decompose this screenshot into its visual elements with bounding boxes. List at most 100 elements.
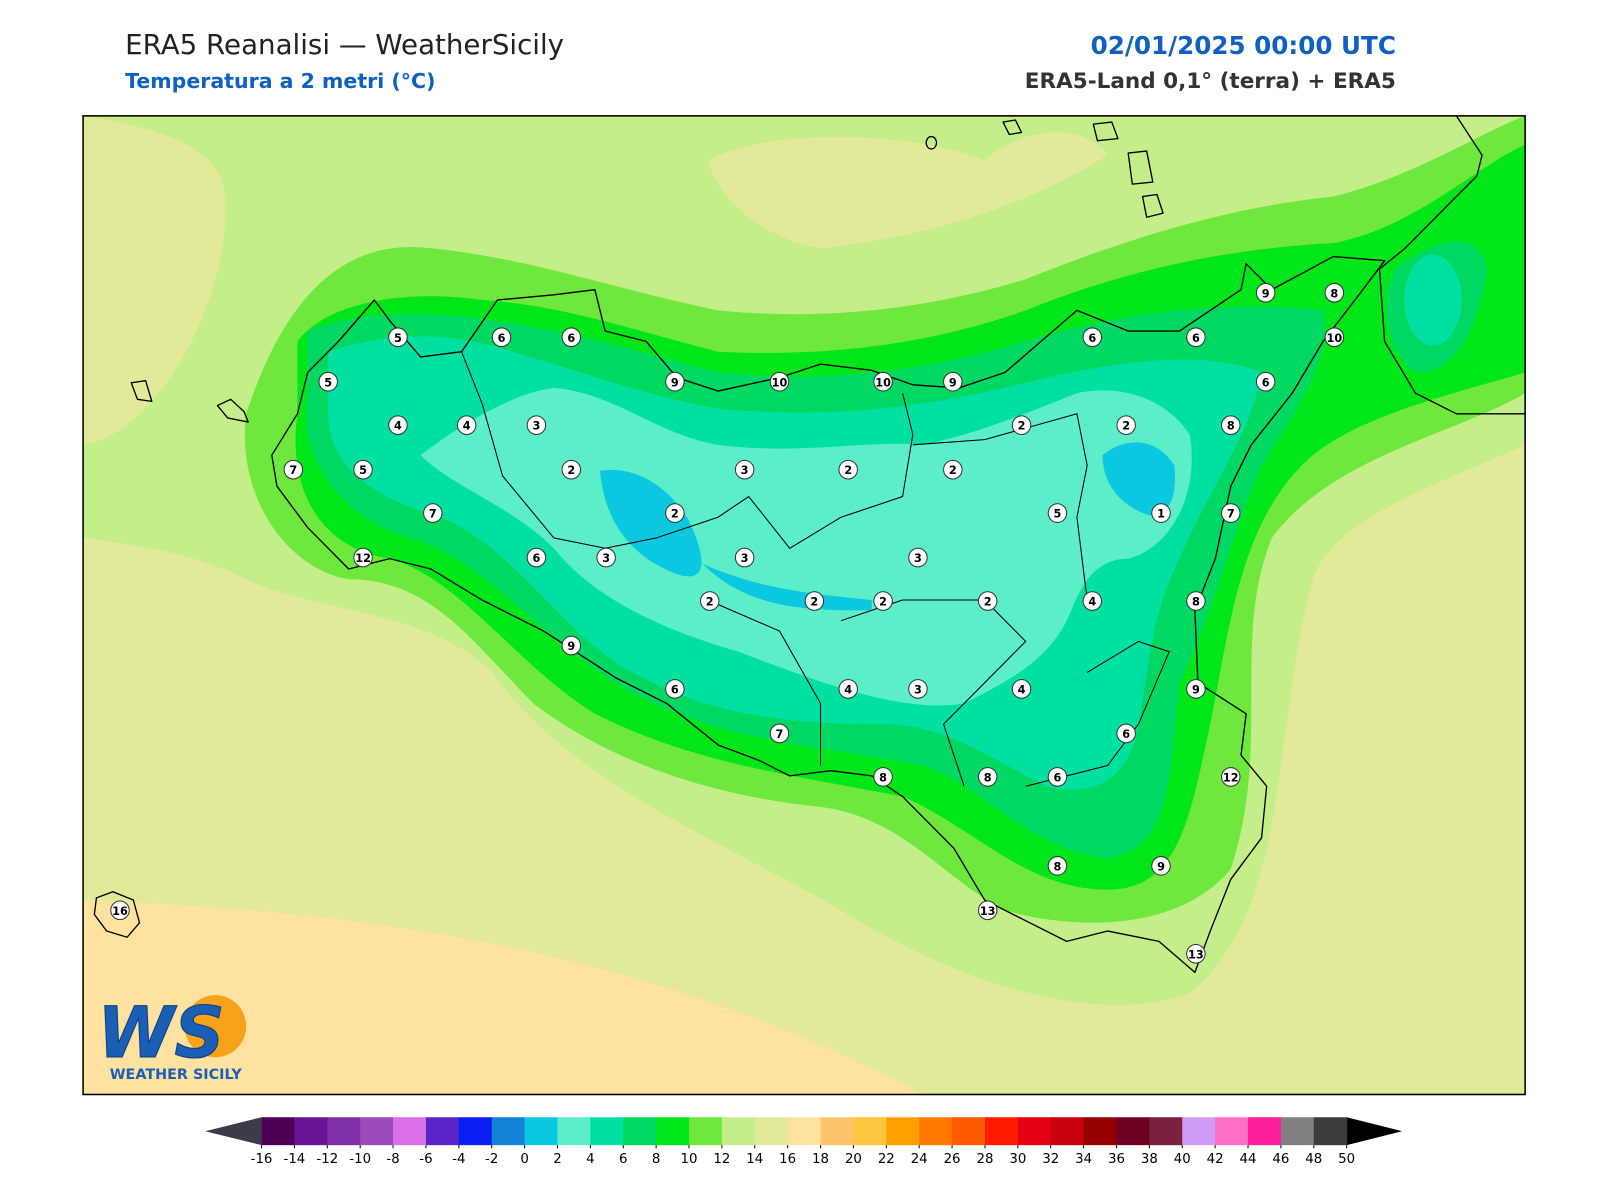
station-marker [1047,503,1068,523]
station-marker [1255,282,1276,303]
colorbar-tick-label: 28 [976,1152,993,1167]
station: 4 [1082,591,1103,611]
colorbar-tick-label: 18 [812,1152,829,1167]
station-value: 9 [1262,286,1270,300]
colorbar-bin [984,1117,1019,1146]
station-value: 1 [1157,507,1165,521]
colorbar-bin [491,1117,526,1146]
colorbar-bin [1083,1117,1118,1146]
station: 2 [804,591,825,611]
station-value: 10 [772,375,788,389]
field [707,132,1108,249]
station-value: 9 [671,375,679,389]
colorbar-tick-label: 40 [1174,1152,1191,1167]
station: 6 [1255,371,1276,392]
station-value: 9 [1157,859,1165,873]
station: 12 [353,547,373,568]
station-value: 5 [324,375,332,389]
station: 12 [1221,767,1241,787]
station-value: 8 [1330,286,1338,300]
station-marker [110,900,130,921]
colorbar-bin [1149,1117,1183,1146]
station-value: 12 [1223,770,1239,784]
colorbar-bin [1280,1117,1315,1146]
station-value: 2 [844,463,852,477]
station-marker [734,547,755,568]
station-value: 8 [1192,595,1200,609]
station: 5 [353,459,373,480]
station-marker [908,679,928,699]
station-marker [1116,723,1136,744]
station-marker [665,503,685,523]
colorbar-tick-label: 24 [911,1152,928,1167]
colorbar-bin [1116,1117,1150,1146]
station-value: 6 [1054,770,1062,784]
station-marker [1324,327,1345,348]
colorbar-bin [886,1117,920,1146]
colorbar-bin [393,1117,427,1146]
station: 8 [1186,591,1206,611]
map-frame [82,115,1526,1096]
station: 8 [1324,282,1345,303]
colorbar-bin [754,1117,789,1146]
station: 2 [1116,415,1136,436]
colorbar-bin [853,1117,887,1146]
field [600,442,1175,611]
station-marker [873,371,893,392]
station-value: 3 [914,551,922,565]
colorbar-tick-label: 34 [1075,1152,1092,1167]
station-marker [526,415,547,436]
source: ERA5-Land 0,1° (terra) + ERA5 [1025,69,1396,94]
station-marker [977,767,998,787]
station-marker [1186,591,1206,611]
station-marker [1082,327,1103,348]
colorbar-tick-label: -8 [386,1152,399,1167]
colorbar-bin [1182,1117,1216,1146]
station-marker [908,547,928,568]
colorbar-tick-label: -14 [284,1152,306,1167]
colorbar-tick-label: 14 [746,1152,763,1167]
colorbar-tick-label: 20 [845,1152,862,1167]
station-marker [1047,856,1068,876]
station-value: 4 [1088,595,1096,609]
station-value: 2 [1018,419,1026,433]
colorbar-tick-label: 42 [1207,1152,1224,1167]
station: 3 [734,459,755,480]
station-marker [943,371,963,392]
field [83,900,924,1095]
station-marker [1011,415,1032,436]
colorbar-tick-label: 32 [1042,1152,1059,1167]
colorbar-tick-label: -16 [251,1152,273,1167]
station: 7 [1221,503,1241,523]
coastline [1378,115,1526,415]
stations: 5 6 6 5 9 10 10 9 6 6 9 8 10 6 4 4 3 2 2 8 7 5 2 3 2 2 7 2 5 1 7 12 6 3 3 3… [110,282,1345,964]
station: 5 [318,371,338,392]
station-marker [423,503,443,523]
station-marker [769,723,790,744]
station: 13 [977,900,998,921]
station-value: 7 [289,463,297,477]
station-marker [353,459,373,480]
station: 4 [388,415,408,436]
station: 2 [561,459,582,480]
colorbar-over [1346,1117,1403,1146]
colorbar-under [205,1117,262,1146]
colorbar-bin [721,1117,756,1146]
datetime: 02/01/2025 00:00 UTC [1091,31,1396,60]
station: 2 [977,591,998,611]
station-value: 4 [844,682,852,696]
station-marker [1116,415,1136,436]
station: 9 [1186,679,1206,699]
colorbar-bin [656,1117,690,1146]
station-value: 3 [602,551,610,565]
colorbar-tick-label: 26 [944,1152,961,1167]
station: 9 [561,635,582,656]
station-value: 7 [776,727,784,741]
station-value: 9 [567,639,575,653]
colorbar-bin [1248,1117,1282,1146]
station-marker [388,415,408,436]
colorbar-tick-label: -10 [349,1152,371,1167]
station-value: 13 [980,904,996,918]
station: 5 [1047,503,1068,523]
